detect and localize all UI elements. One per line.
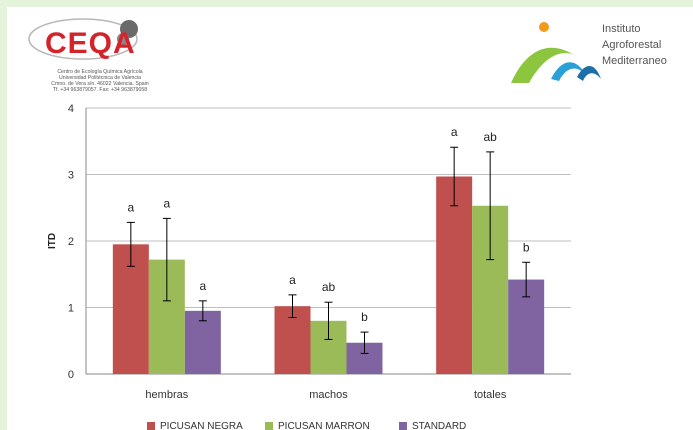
iam-logo-mark [511,22,601,83]
significance-label: a [163,196,170,210]
slide: CEQA Centro de Ecología Química Agrícola… [7,7,693,430]
y-tick-label: 4 [68,103,74,115]
significance-label: a [127,200,134,214]
legend-swatch [265,422,273,430]
bar [184,310,221,374]
legend-label: PICUSAN MARRON [278,421,370,430]
x-tick-label: totales [474,389,507,401]
ceqa-logo: CEQA Centro de Ecología Química Agrícola… [25,13,165,103]
legend-item: STANDARD [399,421,466,430]
significance-label: a [199,279,206,293]
iam-logo: Instituto Agroforestal Mediterraneo [507,17,687,97]
iam-logo-line: Mediterraneo [602,55,667,67]
iam-logo-line: Instituto [602,23,641,35]
x-tick-label: machos [309,389,348,401]
legend-swatch [399,422,407,430]
legend-label: STANDARD [412,421,467,430]
ceqa-logo-address: Centro de Ecología Química Agrícola Univ… [25,69,175,93]
y-axis-label: ITD [47,233,58,249]
bar-chart: 0 1 2 3 4 ITD a a a hembras a ab b machos a ab b totales [47,103,571,401]
significance-label: b [523,240,530,254]
ceqa-address-line: Cmno. de Vera s/n. 46022 Valencia. Spain [51,81,149,87]
y-tick-label: 1 [68,303,74,315]
y-tick-label: 0 [68,369,74,381]
ceqa-logo-text: CEQA [45,27,136,60]
ceqa-address-line: Tf. +34 963879057. Fax: +34 963879058 [52,87,148,93]
ceqa-address-line: Universidad Politécnica de Valencia [58,75,142,81]
legend-swatch [147,422,155,430]
y-tick-label: 3 [68,170,74,182]
significance-label: b [361,310,368,324]
iam-logo-line: Agroforestal [602,39,662,51]
ceqa-logo-mark [28,18,138,60]
y-tick-label: 2 [68,236,74,248]
significance-label: ab [483,130,497,144]
legend-item: PICUSAN MARRON [265,421,370,430]
x-tick-label: hembras [145,389,188,401]
ceqa-address-line: Centro de Ecología Química Agrícola [57,69,143,75]
significance-label: a [451,125,458,139]
significance-label: a [289,273,296,287]
legend-label: PICUSAN NEGRA [160,421,243,430]
significance-label: ab [322,280,336,294]
bar [436,176,473,374]
legend-item: PICUSAN NEGRA [147,421,243,430]
